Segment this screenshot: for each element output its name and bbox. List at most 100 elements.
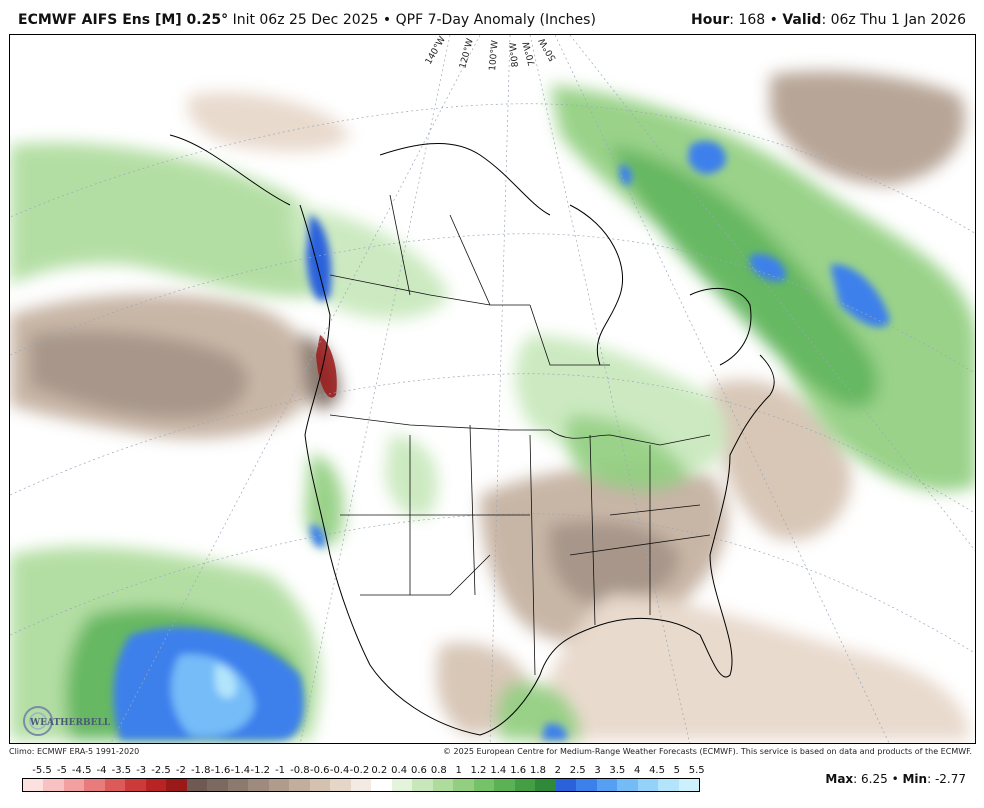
colorbar-swatch: [637, 779, 659, 791]
colorbar-tick-label: 0.8: [430, 765, 447, 776]
colorbar-tick-label: -1.2: [250, 765, 270, 776]
colorbar-swatch: [494, 779, 515, 791]
lon-label-100w: 100°W: [488, 40, 501, 71]
colorbar-tick-label: -1.6: [210, 765, 231, 776]
colorbar-tick-label: 3: [594, 765, 601, 776]
colorbar-swatch: [104, 779, 126, 791]
colorbar-tick-label: 2: [554, 765, 562, 776]
colorbar-tick-label: 4.5: [649, 765, 665, 776]
valid-value: : 06z Thu 1 Jan 2026: [821, 12, 966, 28]
init-time: Init 06z 25 Dec 2025: [232, 12, 379, 28]
colorbar-tick-label: 1.2: [470, 765, 487, 776]
colorbar-swatch: [678, 779, 699, 791]
lon-label-80w: 80°W: [509, 42, 521, 68]
colorbar-swatch: [166, 779, 187, 791]
colorbar-tick-label: 1.6: [510, 765, 527, 776]
colorbar-swatch: [227, 779, 249, 791]
colorbar-swatch: [145, 779, 167, 791]
colorbar-swatch: [576, 779, 597, 791]
colorbar-tick-label: 0.2: [371, 765, 388, 776]
colorbar-swatch: [248, 779, 269, 791]
colorbar-tick-label: -2.5: [151, 765, 171, 776]
colorbar-tick-label: -3.5: [111, 765, 132, 776]
max-label: Max: [825, 772, 854, 786]
colorbar-tick-label: 5: [673, 765, 681, 776]
colorbar-tick-label: -2: [175, 765, 186, 776]
colorbar-tick-label: 1.4: [490, 765, 507, 776]
extreme-dry-fields: [316, 335, 337, 398]
stats-separator: •: [891, 772, 899, 786]
colorbar-swatch: [596, 779, 618, 791]
header-valid: Hour: 168 • Valid: 06z Thu 1 Jan 2026: [691, 12, 966, 28]
climo-note: Climo: ECMWF ERA-5 1991-2020: [9, 747, 140, 756]
colorbar-tick-label: 3.5: [609, 765, 626, 776]
colorbar-tick-label: -4.5: [71, 765, 92, 776]
max-value: : 6.25: [853, 772, 888, 786]
colorbar-tick-label: 0.6: [411, 765, 427, 776]
colorbar-swatch: [125, 779, 146, 791]
colorbar-swatch: [453, 779, 474, 791]
colorbar-swatch: [84, 779, 105, 791]
degree-symbol: °: [221, 12, 229, 28]
product-name: QPF 7-Day Anomaly (Inches): [395, 12, 596, 28]
colorbar-tick-label: -4: [96, 765, 107, 776]
anomaly-map: 140°W 120°W 100°W 80°W 70°W 50°W WEATHER…: [9, 34, 976, 744]
colorbar-swatch: [555, 779, 577, 791]
colorbar-swatch: [43, 779, 64, 791]
colorbar-tick-label: -1.4: [230, 765, 251, 776]
colorbar-tick-label: 2.5: [569, 765, 586, 776]
colorbar-tick-label: -0.4: [329, 765, 350, 776]
political-borders: [329, 194, 711, 676]
colorbar-tick-label: -0.2: [349, 765, 370, 776]
colorbar-swatch: [309, 779, 331, 791]
colorbar-swatch: [412, 779, 433, 791]
colorbar-swatch: [207, 779, 228, 791]
colorbar-swatch: [23, 779, 44, 791]
model-name: ECMWF AIFS Ens [M] 0.25: [18, 12, 222, 28]
colorbar: [22, 778, 700, 792]
colorbar-tick-label: -1.8: [190, 765, 211, 776]
colorbar-swatch: [186, 779, 208, 791]
colorbar-tick-label: 1: [455, 765, 462, 776]
colorbar-tick-label: -5.5: [32, 765, 52, 776]
colorbar-swatch: [391, 779, 413, 791]
colorbar-swatch: [330, 779, 351, 791]
colorbar-tick-label: 5.5: [688, 765, 705, 776]
copyright-note: © 2025 European Centre for Medium-Range …: [443, 747, 972, 756]
valid-separator: •: [769, 12, 778, 28]
colorbar-tick-label: 4: [634, 765, 641, 776]
hour-value: : 168: [729, 12, 766, 28]
colorbar-swatch: [432, 779, 454, 791]
colorbar-swatch: [63, 779, 85, 791]
colorbar-labels: -5.5 -5 -4.5 -4 -3.5 -3 -2.5 -2 -1.8 -1.6 -1.4 -1.2…: [22, 765, 705, 777]
max-min-stats: Max: 6.25 • Min: -2.77: [825, 772, 966, 786]
coastlines: [169, 134, 775, 736]
colorbar-tick-label: -3: [136, 765, 147, 776]
map-header: ECMWF AIFS Ens [M] 0.25° Init 06z 25 Dec…: [0, 0, 984, 34]
colorbar-swatch: [371, 779, 392, 791]
title-separator: •: [382, 12, 392, 28]
valid-label: Valid: [782, 12, 822, 28]
colorbar-tick-label: -0.6: [309, 765, 330, 776]
colorbar-swatch: [350, 779, 372, 791]
colorbar-tick-label: 1.8: [530, 765, 546, 776]
logo-text: WEATHERBELL: [29, 718, 111, 728]
hour-label: Hour: [691, 12, 730, 28]
colorbar-tick-label: -1: [275, 765, 286, 776]
weatherbell-logo: WEATHERBELL: [23, 706, 111, 736]
graticule: [10, 35, 975, 743]
heavy-wet-fields: [113, 141, 890, 740]
colorbar-tick-label: -0.8: [290, 765, 310, 776]
colorbar-swatch: [658, 779, 679, 791]
colorbar-tick-label: 0.4: [391, 765, 408, 776]
colorbar-swatch: [514, 779, 536, 791]
dry-anomaly-fields: [10, 71, 970, 740]
colorbar-swatch: [617, 779, 638, 791]
colorbar-swatch: [289, 779, 310, 791]
colorbar-swatch: [473, 779, 495, 791]
colorbar-tick-label: -5: [56, 765, 67, 776]
min-label: Min: [902, 772, 928, 786]
min-value: : -2.77: [927, 772, 966, 786]
colorbar-swatch: [268, 779, 290, 791]
colorbar-swatch: [535, 779, 556, 791]
